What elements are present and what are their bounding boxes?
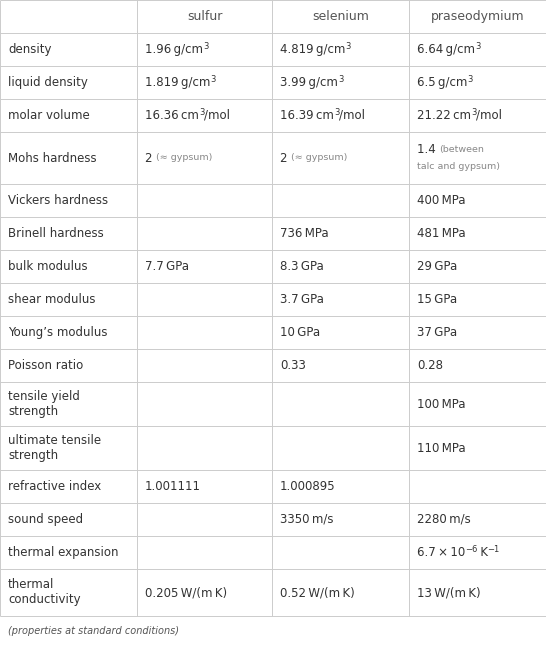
Text: shear modulus: shear modulus: [8, 293, 96, 306]
Text: 3: 3: [203, 42, 209, 51]
Text: thermal
conductivity: thermal conductivity: [8, 579, 81, 607]
Text: talc and gypsum): talc and gypsum): [417, 162, 500, 171]
Text: 3350 m/s: 3350 m/s: [280, 513, 334, 526]
Text: bulk modulus: bulk modulus: [8, 260, 87, 273]
Text: 736 MPa: 736 MPa: [280, 227, 329, 240]
Text: sulfur: sulfur: [187, 10, 222, 23]
Text: 4.819 g/cm: 4.819 g/cm: [280, 43, 346, 56]
Text: (between: (between: [440, 145, 484, 154]
Text: sound speed: sound speed: [8, 513, 83, 526]
Text: tensile yield
strength: tensile yield strength: [8, 390, 80, 418]
Text: 16.39 cm: 16.39 cm: [280, 109, 334, 122]
Text: (≈ gypsum): (≈ gypsum): [291, 154, 348, 162]
Text: (≈ gypsum): (≈ gypsum): [156, 154, 212, 162]
Text: /mol: /mol: [476, 109, 502, 122]
Text: selenium: selenium: [312, 10, 369, 23]
Text: 3: 3: [199, 108, 204, 117]
Text: molar volume: molar volume: [8, 109, 90, 122]
Text: 3.7 GPa: 3.7 GPa: [280, 293, 324, 306]
Text: 0.28: 0.28: [417, 359, 443, 372]
Text: /mol: /mol: [339, 109, 365, 122]
Text: 3: 3: [467, 75, 473, 84]
Text: 3: 3: [475, 42, 480, 51]
Text: 2: 2: [280, 152, 291, 164]
Text: 1.001111: 1.001111: [145, 480, 201, 493]
Text: 481 MPa: 481 MPa: [417, 227, 466, 240]
Text: ultimate tensile
strength: ultimate tensile strength: [8, 434, 101, 462]
Text: Poisson ratio: Poisson ratio: [8, 359, 83, 372]
Text: 1.4: 1.4: [417, 143, 440, 156]
Text: 100 MPa: 100 MPa: [417, 398, 466, 410]
Text: refractive index: refractive index: [8, 480, 101, 493]
Text: K: K: [478, 546, 488, 559]
Text: praseodymium: praseodymium: [431, 10, 524, 23]
Text: 6.64 g/cm: 6.64 g/cm: [417, 43, 475, 56]
Text: 6.7 × 10: 6.7 × 10: [417, 546, 465, 559]
Text: 29 GPa: 29 GPa: [417, 260, 457, 273]
Text: Young’s modulus: Young’s modulus: [8, 326, 108, 339]
Text: 1.819 g/cm: 1.819 g/cm: [145, 76, 210, 89]
Text: thermal expansion: thermal expansion: [8, 546, 118, 559]
Text: 1.000895: 1.000895: [280, 480, 336, 493]
Text: Brinell hardness: Brinell hardness: [8, 227, 104, 240]
Text: 3: 3: [210, 75, 216, 84]
Text: 0.205 W/(m K): 0.205 W/(m K): [145, 586, 227, 599]
Text: density: density: [8, 43, 51, 56]
Text: (properties at standard conditions): (properties at standard conditions): [8, 626, 179, 636]
Text: 3: 3: [334, 108, 339, 117]
Text: 15 GPa: 15 GPa: [417, 293, 457, 306]
Text: −1: −1: [488, 545, 500, 554]
Text: 37 GPa: 37 GPa: [417, 326, 457, 339]
Text: 3: 3: [338, 75, 343, 84]
Text: 400 MPa: 400 MPa: [417, 194, 466, 207]
Text: 110 MPa: 110 MPa: [417, 442, 466, 455]
Text: 0.52 W/(m K): 0.52 W/(m K): [280, 586, 355, 599]
Text: Mohs hardness: Mohs hardness: [8, 152, 97, 164]
Text: 3: 3: [346, 42, 351, 51]
Text: −6: −6: [465, 545, 478, 554]
Text: 10 GPa: 10 GPa: [280, 326, 320, 339]
Text: 0.33: 0.33: [280, 359, 306, 372]
Text: 8.3 GPa: 8.3 GPa: [280, 260, 324, 273]
Text: 7.7 GPa: 7.7 GPa: [145, 260, 189, 273]
Text: 6.5 g/cm: 6.5 g/cm: [417, 76, 467, 89]
Text: 16.36 cm: 16.36 cm: [145, 109, 199, 122]
Text: 13 W/(m K): 13 W/(m K): [417, 586, 480, 599]
Text: Vickers hardness: Vickers hardness: [8, 194, 108, 207]
Text: 3.99 g/cm: 3.99 g/cm: [280, 76, 338, 89]
Text: 2: 2: [145, 152, 156, 164]
Text: 1.96 g/cm: 1.96 g/cm: [145, 43, 203, 56]
Text: 3: 3: [471, 108, 476, 117]
Text: /mol: /mol: [204, 109, 230, 122]
Text: liquid density: liquid density: [8, 76, 88, 89]
Text: 2280 m/s: 2280 m/s: [417, 513, 471, 526]
Text: 21.22 cm: 21.22 cm: [417, 109, 471, 122]
